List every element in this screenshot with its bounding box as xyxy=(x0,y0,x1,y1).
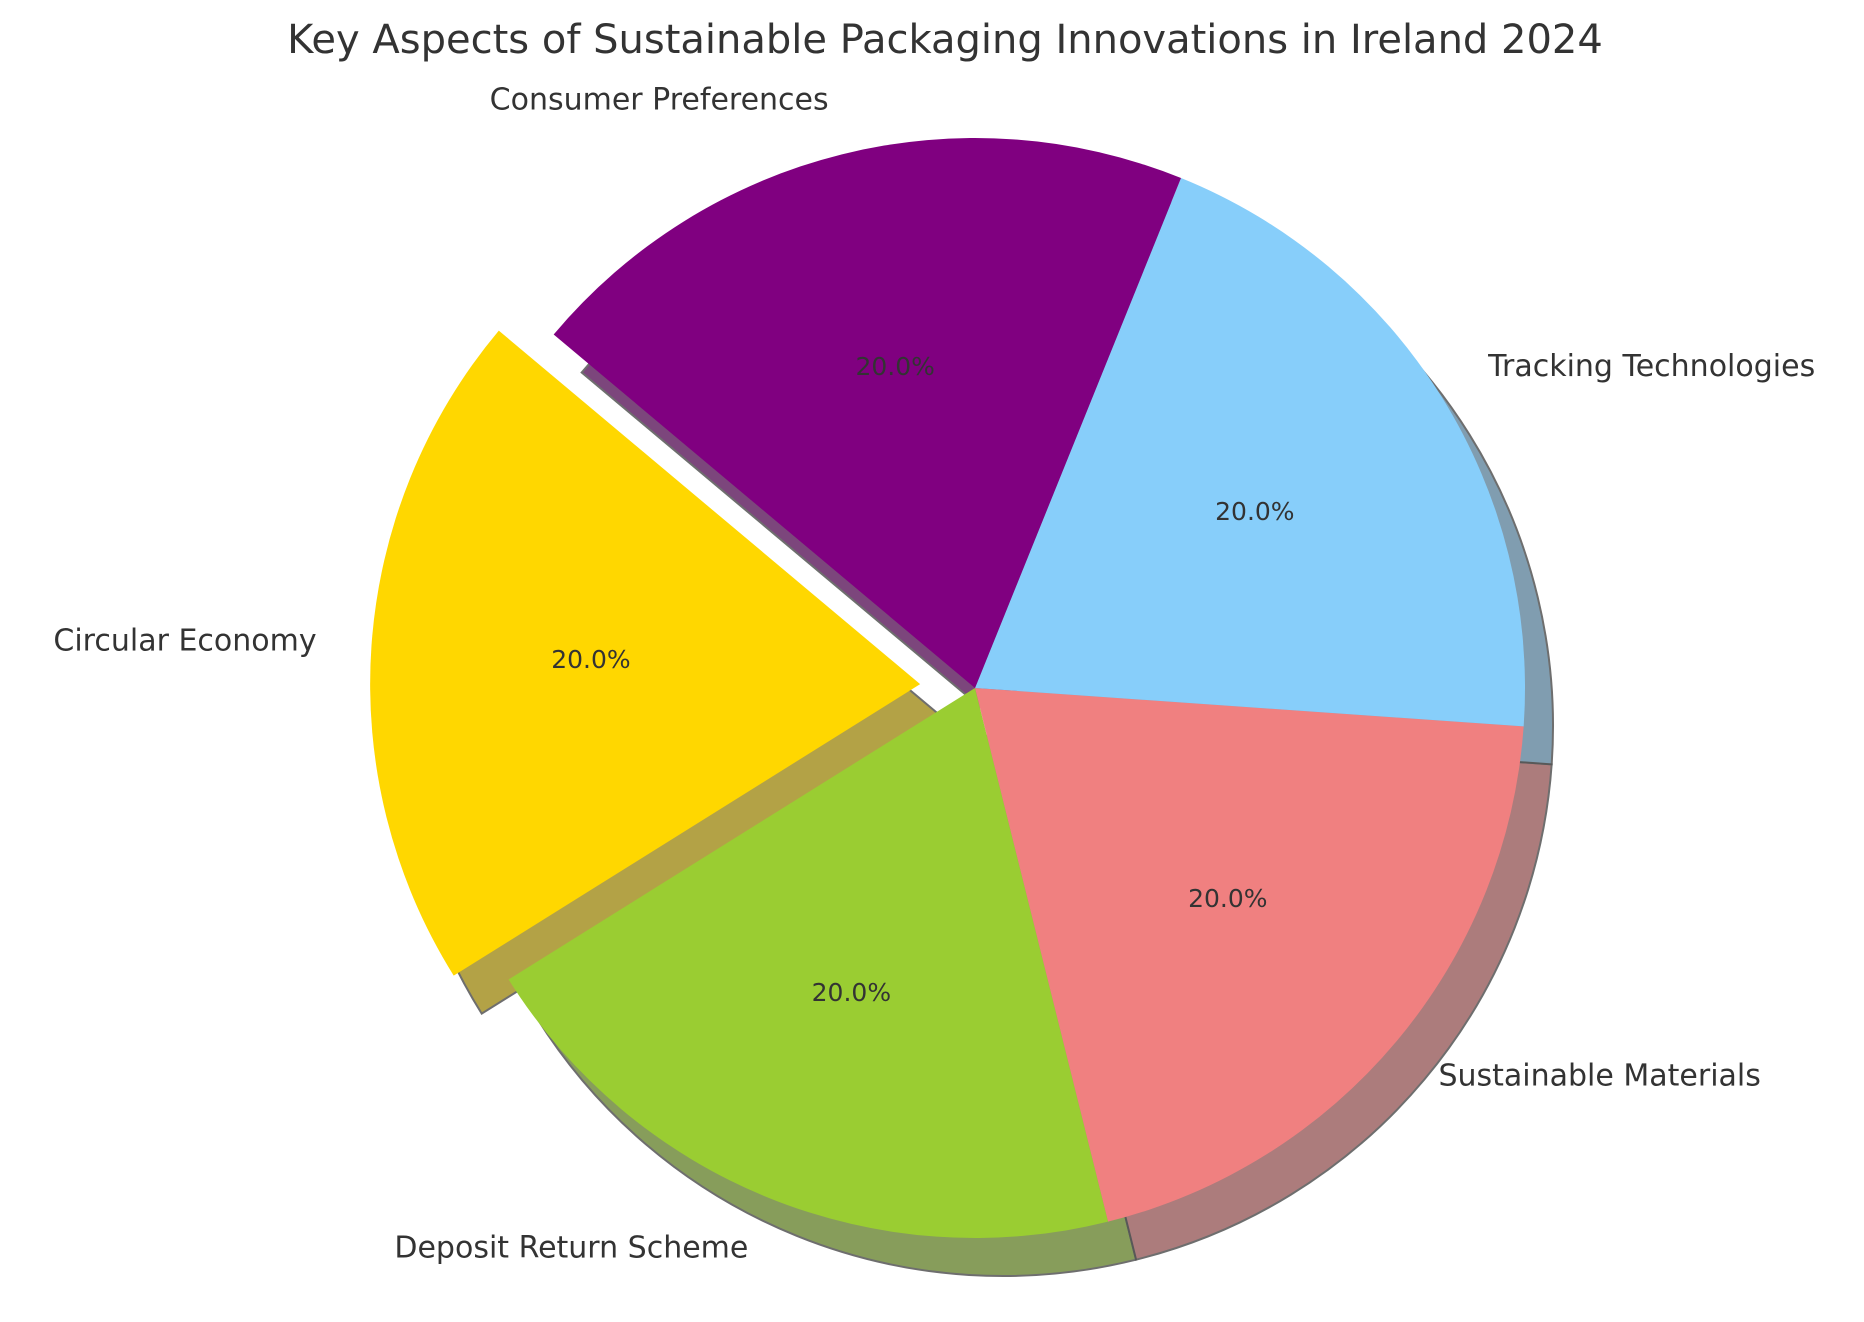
label-layer: 20.0% Circular Economy 20.0% Deposit Return… xyxy=(53,82,1815,1265)
value-label-deposit-return-scheme: 20.0% xyxy=(812,978,891,1007)
value-label-sustainable-materials: 20.0% xyxy=(1188,884,1267,913)
slice-consumer-preferences[interactable] xyxy=(553,137,1182,688)
slice-tracking-technologies[interactable] xyxy=(975,178,1526,727)
category-label-sustainable-materials: Sustainable Materials xyxy=(1438,1058,1760,1093)
value-label-consumer-preferences: 20.0% xyxy=(855,352,934,381)
value-label-tracking-technologies: 20.0% xyxy=(1215,497,1294,526)
slice-layer xyxy=(370,137,1526,1238)
chart-title: Key Aspects of Sustainable Packaging Inn… xyxy=(287,17,1603,63)
value-label-circular-economy: 20.0% xyxy=(551,645,630,674)
category-label-circular-economy: Circular Economy xyxy=(53,623,316,658)
slice-deposit-return-scheme[interactable] xyxy=(508,688,1109,1238)
slice-sustainable-materials[interactable] xyxy=(975,688,1524,1222)
category-label-deposit-return-scheme: Deposit Return Scheme xyxy=(394,1230,748,1265)
category-label-consumer-preferences: Consumer Preferences xyxy=(490,82,829,117)
category-label-tracking-technologies: Tracking Technologies xyxy=(1487,349,1815,384)
slice-circular-economy[interactable] xyxy=(370,330,921,976)
